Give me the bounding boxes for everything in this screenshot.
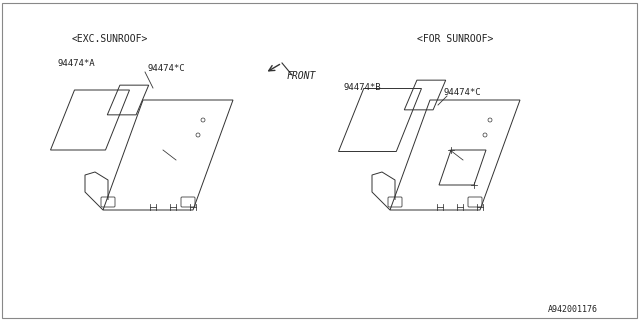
Text: 94474*C: 94474*C bbox=[147, 64, 184, 73]
Text: 94474*C: 94474*C bbox=[443, 88, 481, 97]
Text: FRONT: FRONT bbox=[287, 71, 316, 81]
Text: <FOR SUNROOF>: <FOR SUNROOF> bbox=[417, 34, 493, 44]
Text: 94474*A: 94474*A bbox=[58, 59, 95, 68]
Text: <EXC.SUNROOF>: <EXC.SUNROOF> bbox=[72, 34, 148, 44]
Text: 94474*B: 94474*B bbox=[343, 83, 381, 92]
Text: A942001176: A942001176 bbox=[548, 305, 598, 314]
